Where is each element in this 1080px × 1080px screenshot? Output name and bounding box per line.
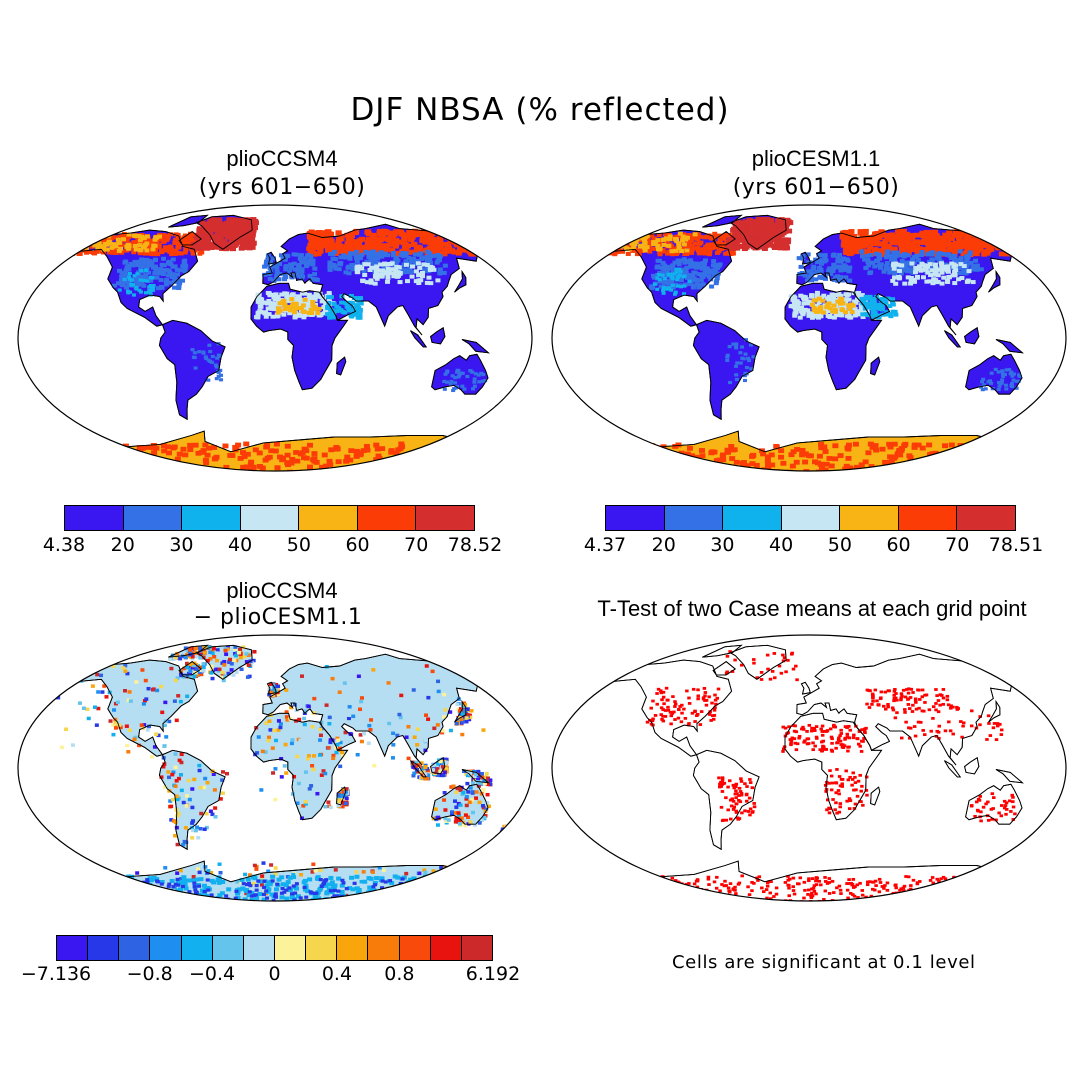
colorbar-tick-label: 78.51 xyxy=(988,534,1044,556)
colorbar-swatch xyxy=(956,506,1016,530)
colorbar-swatch xyxy=(273,936,306,960)
colorbar-swatch xyxy=(722,506,781,530)
landmass-sumatra xyxy=(944,330,962,348)
panel-subtitle-pliocesm: (yrs 601−650) xyxy=(732,175,900,200)
colorbar-tick-label: 30 xyxy=(710,534,735,556)
colorbar-swatch xyxy=(606,506,664,530)
colorbar-tick-label: 40 xyxy=(228,534,253,556)
colorbar-tick-label: 40 xyxy=(769,534,794,556)
panel-title-plioccsm4: plioCCSM4 xyxy=(226,146,338,171)
colorbar-labels-difference: −7.136 −0.8 −0.4 0 0.4 0.8 6.192 xyxy=(21,963,520,987)
landmass-samerica xyxy=(692,749,760,851)
colorbar-tick-label: 78.52 xyxy=(447,534,503,556)
colorbar-swatch xyxy=(122,506,182,530)
landmass-sumatra xyxy=(410,330,428,348)
map-plioccsm4 xyxy=(17,204,533,472)
panel-title-pliocesm: plioCESM1.1 xyxy=(751,146,881,171)
colorbar-swatch xyxy=(57,936,88,960)
colorbar-plioccsm4 xyxy=(64,505,475,531)
colorbar-tick-label: 60 xyxy=(886,534,911,556)
colorbar-swatch xyxy=(87,936,119,960)
map-border xyxy=(551,204,1067,472)
figure-title: DJF NBSA (% reflected) xyxy=(350,92,730,128)
colorbar-swatch xyxy=(239,506,299,530)
colorbar-swatch xyxy=(181,506,240,530)
colorbar-tick-label: −7.136 xyxy=(20,963,92,985)
colorbar-swatch xyxy=(415,506,475,530)
colorbar-swatch xyxy=(398,936,430,960)
colorbar-labels-plioccsm4: 4.38 20 30 40 50 60 70 78.52 xyxy=(43,534,502,558)
colorbar-tick-label: 20 xyxy=(110,534,135,556)
landmass-greenland xyxy=(729,644,787,680)
colorbar-tick-label: 0.4 xyxy=(321,963,353,985)
colorbar-swatch xyxy=(897,506,957,530)
colorbar-swatch xyxy=(367,936,399,960)
colorbar-pliocesm xyxy=(605,505,1016,531)
colorbar-tick-label: 50 xyxy=(827,534,852,556)
colorbar-tick-label: 0 xyxy=(268,963,281,985)
colorbar-swatch xyxy=(65,506,123,530)
colorbar-tick-label: 50 xyxy=(286,534,311,556)
colorbar-swatch xyxy=(356,506,416,530)
colorbar-swatch xyxy=(305,936,337,960)
colorbar-swatch xyxy=(780,506,840,530)
colorbar-tick-label: 30 xyxy=(169,534,194,556)
colorbar-swatch xyxy=(336,936,368,960)
map-border xyxy=(551,634,1067,902)
map-border xyxy=(17,204,533,472)
map-border xyxy=(17,634,533,902)
landmass-borneo xyxy=(964,326,980,345)
colorbar-swatch xyxy=(839,506,898,530)
colorbar-tick-label: 20 xyxy=(651,534,676,556)
colorbar-tick-label: 4.37 xyxy=(583,534,627,556)
colorbar-tick-label: −0.8 xyxy=(126,963,173,985)
colorbar-swatch xyxy=(211,936,243,960)
landmass-borneo xyxy=(430,326,446,345)
map-difference xyxy=(17,634,533,902)
panel-title-ttest: T-Test of two Case means at each grid po… xyxy=(597,596,1027,621)
colorbar-swatch xyxy=(429,936,461,960)
landmass-borneo xyxy=(964,756,980,775)
significance-note: Cells are significant at 0.1 level xyxy=(672,952,976,973)
map-ttest xyxy=(551,634,1067,902)
colorbar-tick-label: 60 xyxy=(345,534,370,556)
colorbar-swatch xyxy=(149,936,181,960)
colorbar-tick-label: 4.38 xyxy=(42,534,86,556)
landmass-eurasia xyxy=(796,653,1029,766)
colorbar-tick-label: 70 xyxy=(404,534,429,556)
map-pliocesm xyxy=(551,204,1067,472)
colorbar-difference xyxy=(56,935,493,961)
panel-subtitle-plioccsm4: (yrs 601−650) xyxy=(198,175,366,200)
landmass-samerica xyxy=(158,319,226,421)
colorbar-swatch xyxy=(663,506,723,530)
colorbar-swatch xyxy=(118,936,150,960)
colorbar-tick-label: 70 xyxy=(945,534,970,556)
colorbar-labels-pliocesm: 4.37 20 30 40 50 60 70 78.51 xyxy=(584,534,1043,558)
colorbar-swatch xyxy=(460,936,492,960)
landmass-sumatra xyxy=(944,760,962,778)
panel-subtitle-difference: − plioCESM1.1 xyxy=(193,605,363,630)
colorbar-tick-label: 0.8 xyxy=(384,963,415,985)
colorbar-tick-label: 6.192 xyxy=(465,963,521,985)
colorbar-tick-label: −0.4 xyxy=(188,963,236,985)
colorbar-swatch xyxy=(180,936,212,960)
colorbar-swatch xyxy=(298,506,357,530)
colorbar-swatch xyxy=(242,936,274,960)
panel-title-difference: plioCCSM4 xyxy=(226,578,338,603)
